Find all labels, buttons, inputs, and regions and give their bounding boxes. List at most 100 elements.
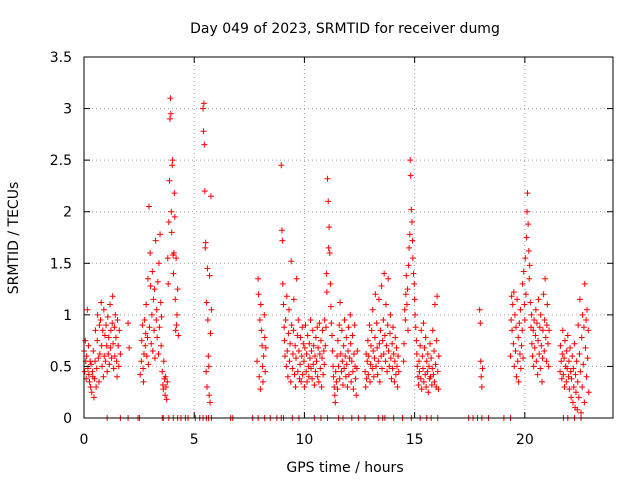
data-point — [200, 100, 207, 107]
data-point — [83, 353, 90, 360]
data-point — [88, 361, 95, 368]
data-point — [343, 334, 350, 341]
data-point — [107, 301, 114, 308]
data-point — [568, 394, 575, 401]
data-point — [383, 342, 390, 349]
data-point — [379, 365, 386, 372]
y-tick-label: 0 — [63, 411, 72, 427]
data-point — [101, 353, 108, 360]
data-point — [428, 381, 435, 388]
y-tick-label: 1 — [63, 308, 72, 324]
data-point — [515, 378, 522, 385]
data-point — [301, 384, 308, 391]
data-point — [537, 365, 544, 372]
data-point — [380, 317, 387, 324]
data-point — [262, 344, 269, 351]
data-point — [154, 278, 161, 285]
data-point — [304, 378, 311, 385]
data-point — [517, 306, 524, 313]
data-point — [368, 327, 375, 334]
data-point — [393, 344, 400, 351]
data-point — [510, 340, 517, 347]
data-point — [544, 340, 551, 347]
data-point — [430, 371, 437, 378]
data-point — [327, 303, 334, 310]
data-point — [391, 358, 398, 365]
data-point — [371, 334, 378, 341]
data-point — [526, 262, 533, 269]
data-point — [103, 342, 110, 349]
data-point — [140, 378, 147, 385]
data-point — [344, 384, 351, 391]
data-point — [380, 351, 387, 358]
data-point — [103, 322, 110, 329]
data-point — [476, 306, 483, 313]
data-point — [138, 337, 145, 344]
data-point — [386, 330, 393, 337]
data-point — [395, 353, 402, 360]
data-point — [288, 258, 295, 265]
data-point — [378, 282, 385, 289]
data-point — [111, 353, 118, 360]
data-point — [92, 327, 99, 334]
data-point — [153, 306, 160, 313]
data-point — [336, 322, 343, 329]
data-point — [295, 317, 302, 324]
data-point — [162, 373, 169, 380]
data-point — [411, 296, 418, 303]
data-point — [86, 378, 93, 385]
data-point — [387, 311, 394, 318]
data-point — [105, 334, 112, 341]
data-point — [314, 373, 321, 380]
data-point — [479, 365, 486, 372]
data-point — [419, 353, 426, 360]
data-point — [560, 371, 567, 378]
x-axis-label: GPS time / hours — [286, 460, 403, 476]
data-point — [289, 351, 296, 358]
data-point — [95, 378, 102, 385]
data-point — [478, 373, 485, 380]
data-point — [333, 378, 340, 385]
data-point — [407, 157, 414, 164]
data-point — [157, 231, 164, 238]
data-point — [373, 320, 380, 327]
data-point — [104, 368, 111, 375]
data-point — [532, 332, 539, 339]
data-point — [528, 311, 535, 318]
data-point — [370, 347, 377, 354]
y-tick-label: 1.5 — [50, 256, 72, 272]
data-point — [389, 365, 396, 372]
data-point — [95, 355, 102, 362]
data-point — [579, 384, 586, 391]
data-point — [369, 306, 376, 313]
data-point — [326, 224, 333, 231]
data-point — [91, 375, 98, 382]
y-tick-label: 2.5 — [50, 153, 72, 169]
data-point — [406, 231, 413, 238]
data-point — [435, 386, 442, 393]
data-point — [578, 334, 585, 341]
data-point — [341, 365, 348, 372]
data-point — [409, 237, 416, 244]
data-point — [279, 237, 286, 244]
data-point — [325, 198, 332, 205]
data-point — [583, 306, 590, 313]
data-point — [200, 128, 207, 135]
data-point — [85, 371, 92, 378]
data-point — [395, 368, 402, 375]
data-point — [389, 340, 396, 347]
data-point — [413, 351, 420, 358]
data-point — [90, 347, 97, 354]
data-point — [308, 347, 315, 354]
data-point — [96, 351, 103, 358]
data-point — [143, 301, 150, 308]
data-point — [340, 342, 347, 349]
data-point — [570, 365, 577, 372]
data-point — [343, 361, 350, 368]
data-point — [528, 340, 535, 347]
x-tick-label: 5 — [190, 432, 199, 448]
data-point — [304, 332, 311, 339]
data-point — [542, 334, 549, 341]
data-point — [321, 317, 328, 324]
data-point — [345, 371, 352, 378]
